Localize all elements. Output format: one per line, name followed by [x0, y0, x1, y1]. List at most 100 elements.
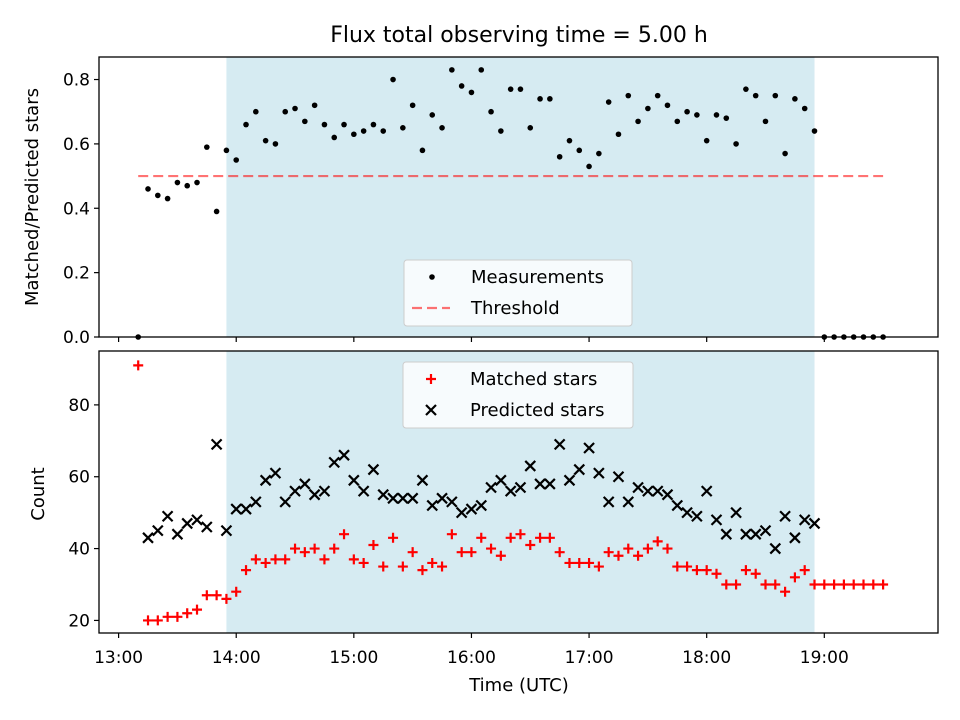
predicted-point: [749, 528, 762, 540]
data-point: [449, 67, 455, 73]
data-point: [762, 118, 769, 125]
predicted-point: [250, 496, 262, 508]
predicted-point: [534, 478, 546, 490]
predicted-point: [514, 481, 527, 494]
matched-point: [799, 565, 810, 576]
matched-point: [250, 554, 261, 565]
y-tick-label: 60: [68, 468, 90, 488]
data-point: [801, 105, 808, 112]
data-point: [694, 112, 700, 118]
chart-title: Flux total observing time = 5.00 h: [330, 23, 708, 48]
predicted-point: [426, 499, 439, 512]
predicted-point: [328, 456, 341, 469]
data-point: [605, 99, 612, 105]
legend: Measurements Threshold: [403, 259, 633, 327]
predicted-point: [308, 488, 321, 501]
matched-point: [574, 557, 585, 568]
predicted-point: [720, 528, 733, 540]
matched-point: [299, 547, 310, 558]
x-tick-label: 17:00: [565, 648, 614, 668]
matched-point: [260, 557, 271, 568]
matched-point: [662, 543, 673, 554]
predicted-point: [798, 514, 811, 526]
predicted-point: [416, 474, 429, 487]
predicted-point: [524, 460, 537, 472]
predicted-point: [269, 467, 282, 479]
top-ylabel: Matched/Predicted stars: [22, 88, 43, 306]
predicted-point: [700, 485, 713, 497]
matched-point: [515, 529, 526, 540]
matched-point: [868, 579, 879, 590]
legend-label: Measurements: [471, 267, 604, 288]
matched-point: [682, 561, 693, 572]
predicted-point: [377, 488, 390, 501]
data-point: [223, 147, 230, 154]
predicted-point: [779, 510, 791, 523]
matched-point: [564, 557, 575, 568]
matched-point: [172, 611, 183, 622]
legend-label: Threshold: [470, 298, 560, 319]
bottom-ylabel: Count: [28, 467, 49, 520]
matched-point: [603, 547, 614, 558]
matched-point: [721, 579, 732, 590]
data-point: [233, 157, 240, 163]
matched-point: [437, 561, 448, 572]
matched-point: [358, 557, 369, 568]
data-point: [262, 137, 269, 144]
predicted-point: [220, 524, 233, 537]
series-measurements: [135, 67, 886, 340]
predicted-point: [338, 449, 350, 461]
legend-box: [403, 259, 633, 327]
matched-point: [280, 554, 291, 565]
predicted-point: [504, 485, 517, 497]
legend-label: Predicted stars: [470, 400, 604, 421]
matched-point: [760, 579, 771, 590]
matched-point: [672, 561, 683, 572]
predicted-point: [681, 506, 693, 519]
top-panel: 0.0 0.2 0.4 0.6 0.8 Measurements Threshold: [63, 56, 939, 348]
x-tick-label: 16:00: [447, 648, 496, 668]
data-point: [360, 128, 367, 134]
axes-frame: [98, 350, 939, 634]
matched-point: [544, 532, 555, 543]
legend-predicted-marker: [425, 404, 437, 416]
matched-point: [427, 557, 438, 568]
predicted-point: [544, 478, 556, 490]
y-tick-label: 0.0: [63, 328, 90, 348]
predicted-point: [152, 524, 164, 537]
data-point: [292, 105, 298, 112]
predicted-point: [289, 485, 301, 497]
bottom-xlabel: Time (UTC): [468, 675, 569, 696]
data-point: [164, 195, 171, 202]
predicted-point: [563, 474, 576, 487]
matched-point: [505, 532, 516, 543]
data-point: [811, 128, 818, 134]
predicted-point: [161, 510, 174, 523]
data-point: [723, 115, 730, 121]
data-point: [635, 118, 641, 125]
matched-point: [701, 565, 712, 576]
predicted-point: [279, 496, 292, 508]
matched-point: [446, 529, 457, 540]
predicted-point: [593, 467, 605, 479]
matched-point: [231, 586, 242, 597]
predicted-point: [651, 485, 664, 497]
predicted-point: [573, 463, 586, 476]
data-point: [311, 102, 318, 109]
matched-point: [270, 554, 281, 565]
predicted-point: [730, 506, 742, 519]
data-point: [213, 208, 220, 215]
predicted-point: [259, 474, 272, 487]
bottom-panel: 20 40 60 80 13:00 14:00 15:00 16:00 17:00 18:00 19…: [68, 350, 939, 668]
matched-point: [162, 611, 173, 622]
matched-point: [466, 547, 477, 558]
y-tick-label: 0.6: [63, 135, 90, 155]
matched-point: [691, 565, 702, 576]
matched-point: [642, 543, 653, 554]
data-point: [743, 86, 749, 92]
legend-box: [402, 361, 634, 429]
predicted-point: [142, 532, 154, 544]
matched-point: [319, 554, 330, 565]
y-tick-label: 80: [68, 396, 90, 416]
matched-point: [192, 604, 203, 615]
